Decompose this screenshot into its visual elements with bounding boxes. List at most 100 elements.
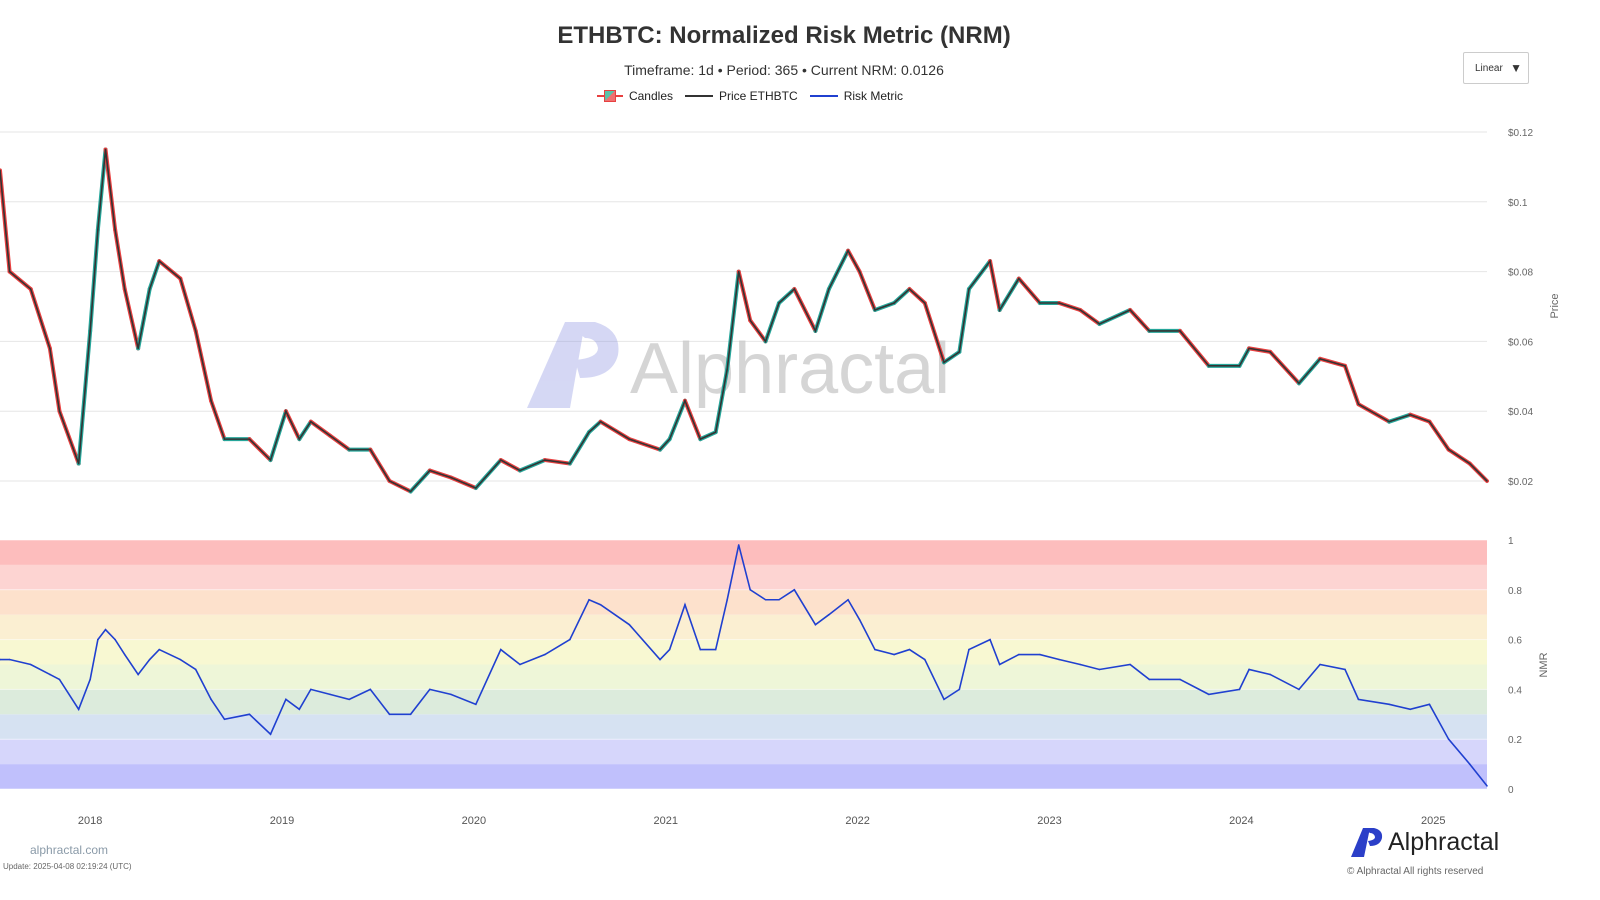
price-point [29,288,32,290]
price-point [893,302,895,304]
risk-point [726,598,728,601]
risk-point [1298,688,1300,691]
price-point [814,330,817,332]
risk-point [1468,763,1471,765]
risk-band [0,639,1487,665]
legend-item-risk[interactable]: Risk Metric [809,89,903,103]
x-tick-label: 2024 [1229,815,1253,827]
legend-item-price[interactable]: Price ETHBTC [685,89,798,103]
risk-point [1207,693,1210,696]
risk-point [104,628,107,631]
risk-point [223,718,226,721]
risk-band [0,689,1487,715]
price-point [148,288,151,290]
brand-logo: Alphractal [1350,827,1499,857]
nmr-tick-label: 0.4 [1508,685,1522,696]
price-point [89,330,91,332]
price-point [1428,420,1431,423]
risk-point [475,703,477,706]
risk-point [998,663,1001,666]
site-link[interactable]: alphractal.com [30,843,109,857]
risk-point [847,598,849,601]
price-point [1486,480,1488,482]
risk-point [943,698,945,701]
x-tick-label: 2023 [1037,815,1061,827]
risk-point [908,648,911,651]
price-point [628,438,631,440]
price-point [0,169,1,172]
risk-point [1388,703,1390,706]
risk-point [1039,653,1041,656]
price-point [1388,420,1390,423]
risk-point [737,544,740,546]
risk-point [369,688,372,691]
risk-band [0,664,1487,690]
risk-point [58,678,61,681]
price-point [726,368,728,371]
risk-point [628,623,631,626]
price-point [1148,330,1151,332]
risk-point [499,648,502,651]
price-point [388,480,391,482]
price-point [1298,382,1300,385]
risk-point [1319,663,1321,666]
risk-point [924,658,926,661]
risk-point [1486,785,1488,787]
nmr-tick-label: 0.8 [1508,586,1522,597]
price-point [123,288,126,290]
risk-point [298,708,301,711]
price-point [668,438,671,440]
price-point [778,302,780,304]
x-tick-label: 2022 [845,815,869,827]
risk-point [158,648,161,651]
risk-band [0,714,1487,740]
price-tick-label: $0.02 [1508,477,1533,488]
risk-point [148,658,151,661]
scale-dropdown[interactable]: Linear ▼ [1463,52,1529,84]
risk-point [1148,678,1151,681]
nmr-tick-label: 0 [1508,785,1514,796]
nmr-tick-label: 0.6 [1508,636,1522,647]
risk-point [1344,668,1346,671]
risk-band [0,739,1487,765]
risk-point [1179,678,1181,681]
price-point [1018,277,1020,280]
price-point [1248,347,1250,350]
candles-icon [596,90,623,102]
price-point [428,469,431,472]
risk-point [123,653,126,656]
price-point [684,399,686,402]
risk-point [893,653,895,656]
risk-point [778,598,780,601]
price-point [569,462,571,465]
risk-point [409,713,412,716]
price-point [97,228,99,231]
risk-point [49,673,51,676]
price-point [943,361,945,364]
chart-subtitle: Timeframe: 1d • Period: 365 • Current NR… [624,62,944,78]
risk-point [194,668,197,671]
risk-point [1248,668,1250,671]
nmr-axis-label: NMR [1538,652,1550,677]
price-point [475,487,477,489]
risk-point [699,648,702,651]
caret-down-icon: ▼ [1510,61,1522,75]
x-tick-label: 2019 [270,815,294,827]
risk-point [519,663,521,666]
legend-label: Price ETHBTC [719,89,798,103]
price-point [544,459,546,461]
price-point [714,431,717,433]
price-tick-label: $0.06 [1508,337,1533,348]
risk-point [958,688,961,691]
line-swatch-icon [685,95,713,97]
price-point [49,347,51,350]
risk-point [179,658,182,661]
risk-point [588,598,590,601]
price-point [1179,330,1181,332]
legend-item-candles[interactable]: Candles [596,89,673,103]
risk-point [749,589,752,591]
risk-band [0,564,1487,590]
risk-point [544,653,546,656]
price-point [179,277,182,280]
price-point [77,462,80,465]
